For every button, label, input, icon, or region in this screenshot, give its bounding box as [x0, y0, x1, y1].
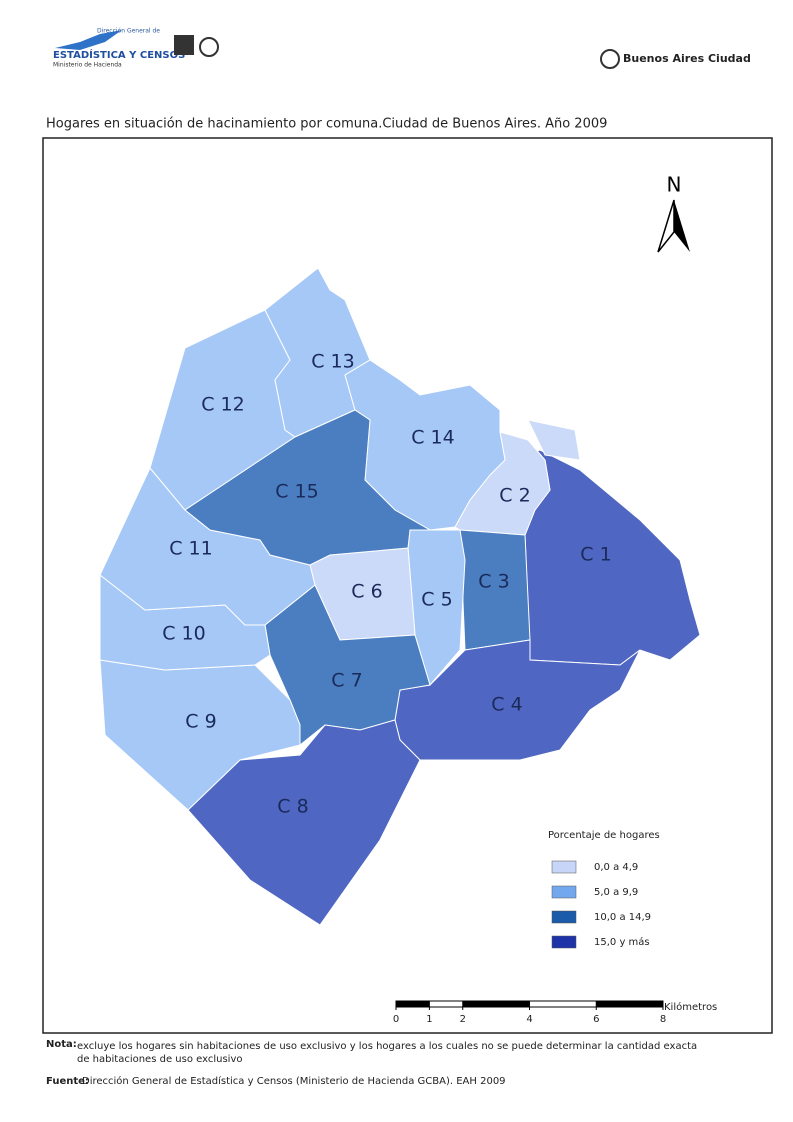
- scale-unit: Kilómetros: [664, 1001, 717, 1013]
- comuna-label: C 10: [162, 623, 205, 645]
- logo-small: Dirección General de: [97, 28, 160, 35]
- comuna-label: C 1: [580, 544, 611, 566]
- scale-segment: [462, 1001, 530, 1007]
- comuna-label: C 13: [311, 351, 354, 373]
- map-title: Hogares en situación de hacinamiento por…: [46, 117, 607, 132]
- scale-segment: [396, 1001, 430, 1007]
- legend-swatch: [551, 935, 577, 949]
- scale-tick-label: 6: [593, 1014, 599, 1025]
- comuna-label: C 6: [351, 581, 382, 603]
- source-label: Fuente:: [46, 1076, 89, 1087]
- legend-label: 15,0 y más: [594, 936, 650, 948]
- legend-label: 0,0 a 4,9: [594, 862, 638, 873]
- legend-swatch: [551, 910, 577, 924]
- scale-tick-label: 0: [393, 1014, 399, 1025]
- north-arrow-right: [674, 200, 690, 252]
- comuna-area: [184, 409, 432, 566]
- map-frame: [42, 137, 773, 1034]
- scale-tick-label: 4: [526, 1014, 532, 1025]
- legend-label: 5,0 a 9,9: [594, 887, 638, 898]
- comuna-area: [187, 719, 421, 926]
- scale-bar: 0 1 2 4 6 8: [393, 1000, 666, 1025]
- scale-tick-label: 8: [660, 1014, 666, 1025]
- scale-tick-label: 1: [426, 1014, 432, 1025]
- comuna-label: C 12: [201, 394, 244, 416]
- comuna-label: C 9: [185, 711, 216, 733]
- logo-seal: [174, 35, 194, 55]
- city-name: Buenos Aires Ciudad: [623, 52, 751, 65]
- logo-cert: [199, 37, 219, 57]
- comuna-label: C 15: [275, 481, 318, 503]
- north-label: N: [667, 173, 682, 197]
- comuna-label: C 11: [169, 538, 212, 560]
- comuna-labels: C 1 C 2 C 3 C 4 C 5 C 6 C 7 C 8 C 9 C 10 C 11 C 12 C…: [162, 351, 611, 818]
- comuna-label: C 14: [411, 427, 454, 449]
- logo-mark: [55, 30, 122, 50]
- note-label: Nota:: [46, 1039, 77, 1050]
- note-text: excluye los hogares sin habitaciones de …: [77, 1041, 697, 1052]
- comuna-label: C 3: [478, 571, 509, 593]
- note-text: de habitaciones de uso exclusivo: [77, 1054, 242, 1065]
- city-logo: [600, 49, 620, 69]
- scale-tick-label: 2: [460, 1014, 466, 1025]
- comuna-label: C 8: [277, 796, 308, 818]
- logo-main: ESTADÍSTICA Y CENSOS: [53, 48, 185, 61]
- legend-label: 10,0 a 14,9: [594, 912, 651, 923]
- scale-segment: [596, 1001, 663, 1007]
- legend-title: Porcentaje de hogares: [548, 830, 660, 841]
- north-arrow-left: [657, 199, 675, 253]
- legend-swatch: [551, 885, 577, 899]
- comunas: [99, 267, 701, 926]
- comuna-label: C 7: [331, 670, 362, 692]
- port-area: [527, 419, 581, 461]
- comuna-area: [523, 449, 701, 666]
- source-text: Dirección General de Estadística y Censo…: [82, 1075, 506, 1087]
- comuna-label: C 5: [421, 589, 452, 611]
- comuna-label: C 2: [499, 485, 530, 507]
- logo-sub: Ministerio de Hacienda: [53, 62, 122, 69]
- comuna-label: C 4: [491, 694, 522, 716]
- legend: 0,0 a 4,9 5,0 a 9,9 10,0 a 14,9 15,0 y más: [551, 860, 651, 949]
- legend-swatch: [551, 860, 577, 874]
